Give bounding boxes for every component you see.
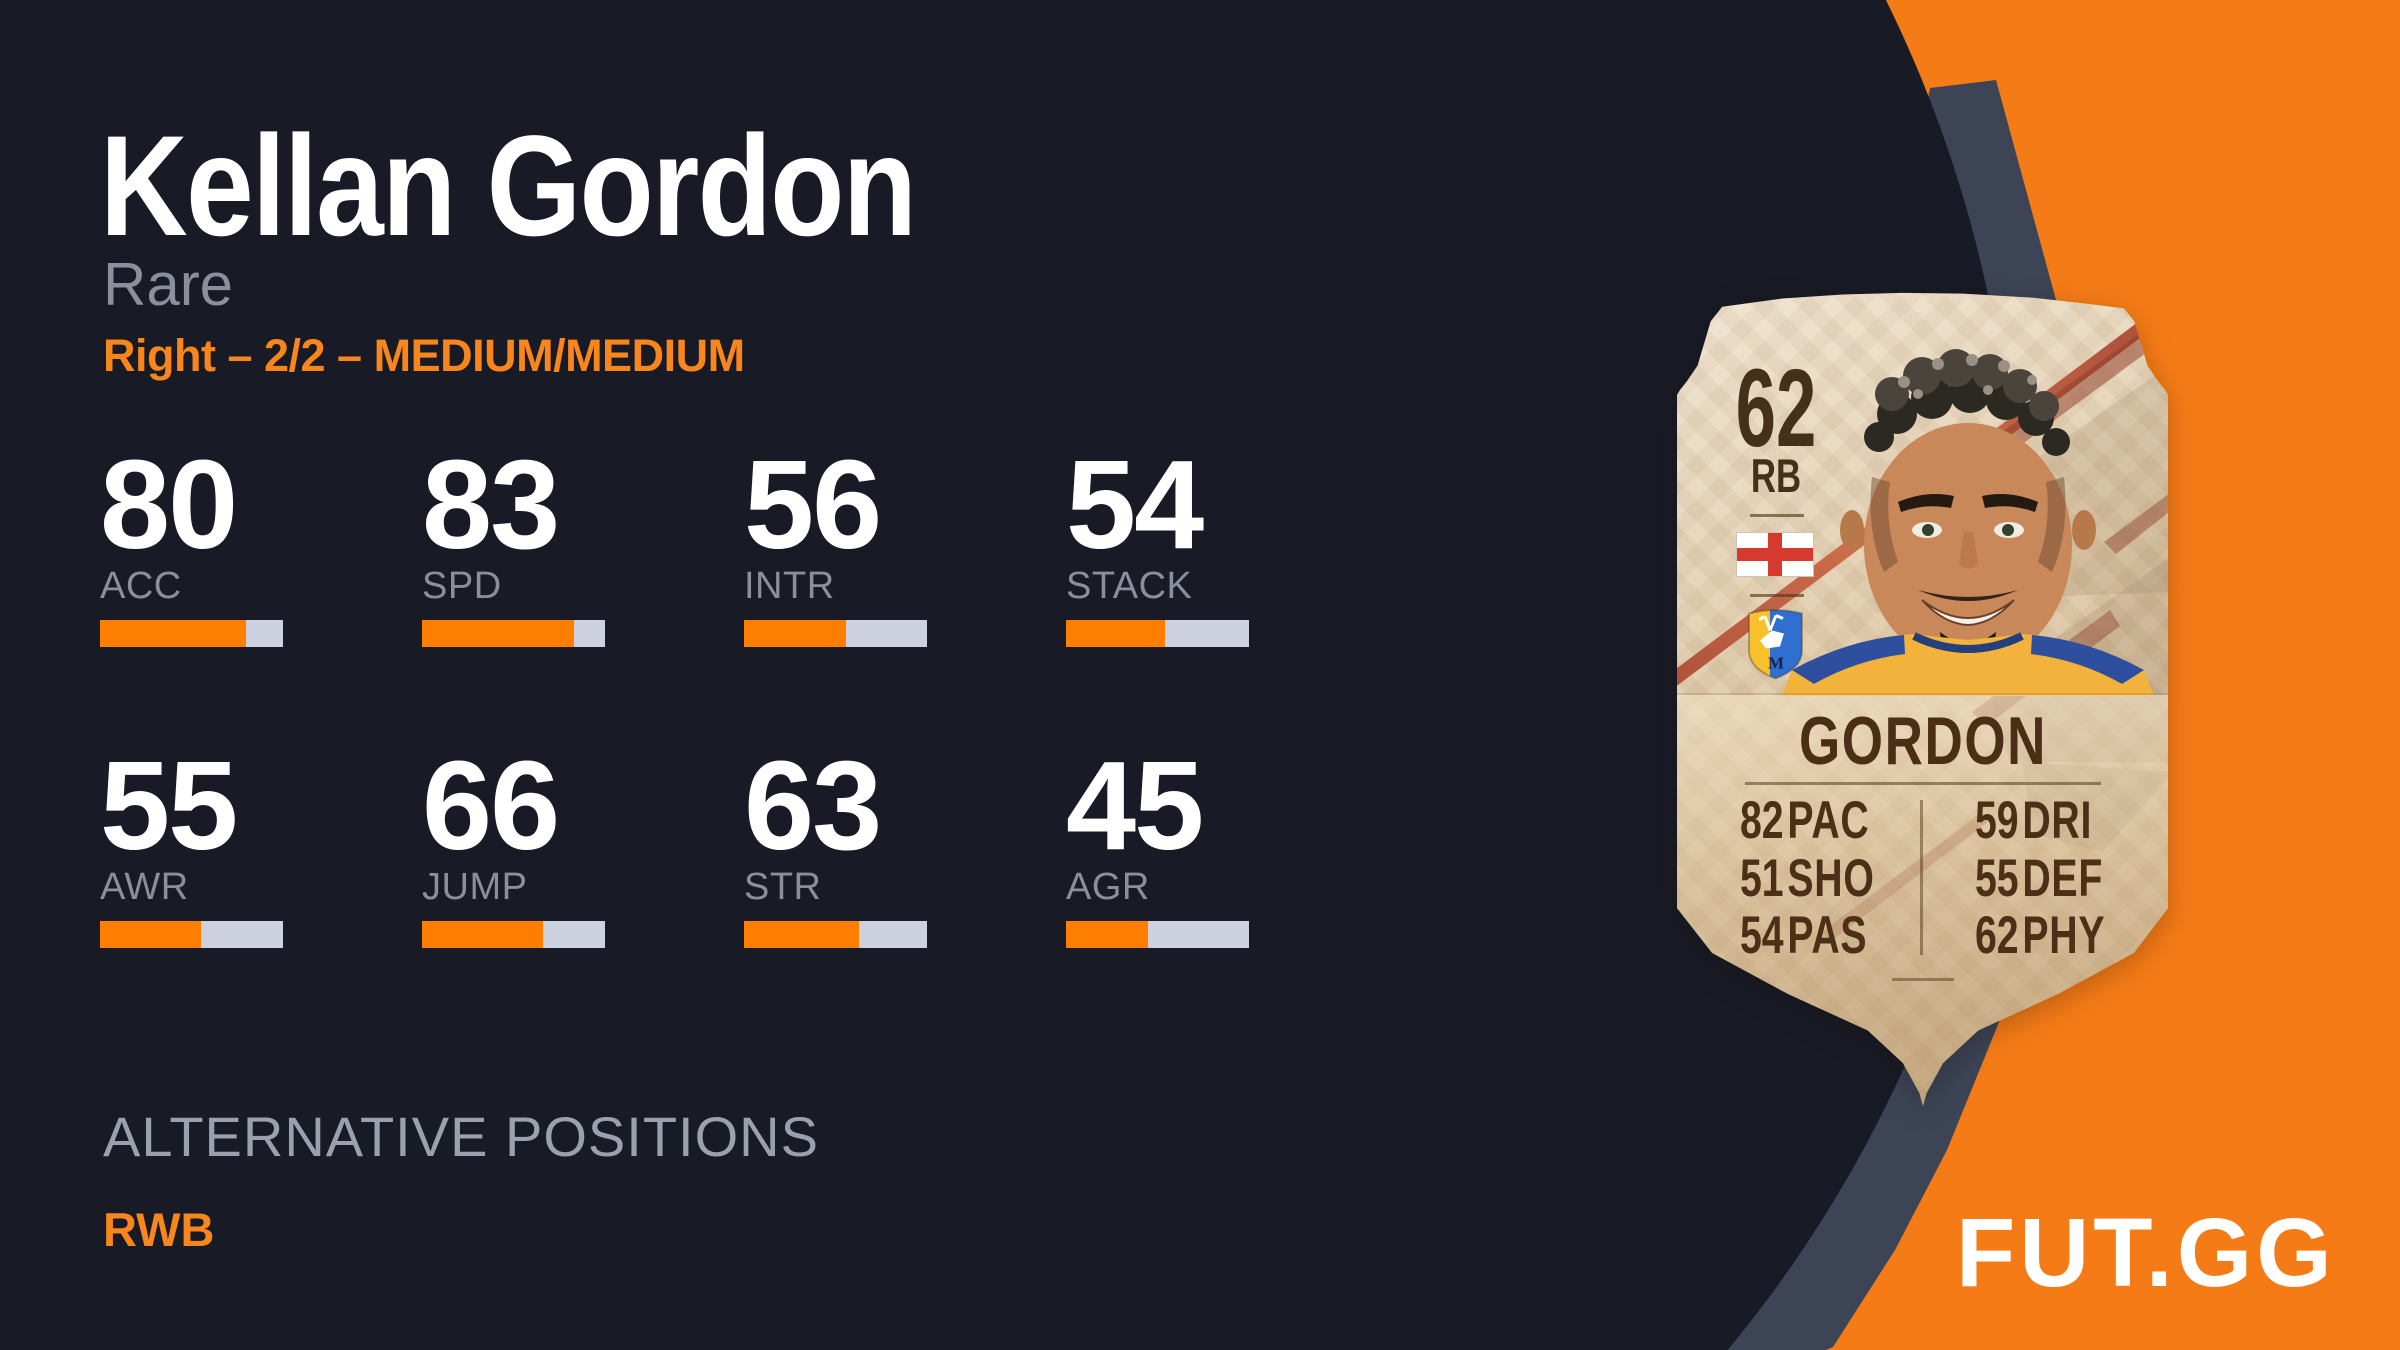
attribute-acc: 80 ACC	[100, 434, 422, 647]
card-stat-label: SHO	[1787, 848, 1875, 908]
card-divider	[1750, 594, 1804, 597]
attribute-bar-fill	[744, 620, 847, 647]
attribute-bar	[744, 620, 927, 647]
card-stats-right: 59DRI 55DEF 62PHY	[1975, 792, 2151, 965]
card-rating: 62	[1735, 347, 1817, 470]
attribute-value: 55	[100, 735, 238, 876]
dark-panel	[0, 0, 2015, 1350]
flag-cross-vertical	[1768, 533, 1782, 576]
attribute-value: 54	[1066, 434, 1204, 575]
card-stat: 54PAS	[1740, 907, 1875, 965]
attribute-value: 63	[744, 735, 882, 876]
futgg-logo: FUT.GG	[1956, 1198, 2336, 1307]
card-stat-value: 59	[1975, 791, 2019, 850]
card-stats-divider	[1920, 800, 1923, 955]
attribute-value: 66	[422, 735, 560, 876]
alternative-position-rwb: RWB	[103, 1203, 215, 1256]
attribute-bar	[422, 620, 605, 647]
page-title: Kellan Gordon	[100, 107, 917, 266]
attribute-jump: 66 JUMP	[422, 735, 744, 948]
attribute-label: SPD	[422, 565, 502, 607]
alternative-positions-heading: ALTERNATIVE POSITIONS	[103, 1105, 819, 1168]
attribute-bar	[422, 921, 605, 948]
attribute-intr: 56 INTR	[744, 434, 1066, 647]
card-position: RB	[1750, 449, 1802, 502]
card-stat: 51SHO	[1740, 848, 1875, 908]
card-stat: 59DRI	[1975, 792, 2105, 850]
card-stat-label: DRI	[2022, 791, 2093, 850]
attribute-bar-fill	[422, 620, 574, 647]
attribute-bar-fill	[422, 921, 543, 948]
svg-text:M: M	[1768, 654, 1784, 673]
player-photo	[1782, 349, 2154, 696]
card-stat: 62PHY	[1975, 907, 2105, 965]
attribute-stack: 54 STACK	[1066, 434, 1388, 647]
attributes-row-2: 55 AWR 66 JUMP 63 STR 45 AGR	[100, 735, 1388, 948]
attribute-label: JUMP	[422, 866, 528, 908]
attribute-value: 83	[422, 434, 560, 575]
attribute-value: 56	[744, 434, 882, 575]
card-stat-label: PAC	[1787, 791, 1870, 850]
card-stat-value: 55	[1975, 848, 2019, 908]
card-stat-label: DEF	[2022, 848, 2104, 908]
player-meta: Right – 2/2 – MEDIUM/MEDIUM	[103, 330, 745, 381]
card-stat-value: 62	[1975, 906, 2019, 965]
attribute-label: STACK	[1066, 565, 1193, 607]
card-divider	[1745, 782, 2101, 785]
attribute-agr: 45 AGR	[1066, 735, 1388, 948]
attribute-bar-fill	[100, 921, 201, 948]
attribute-label: STR	[744, 866, 822, 908]
card-stat-value: 82	[1740, 791, 1784, 850]
card-stat-value: 51	[1740, 848, 1784, 908]
card-stat: 82PAC	[1740, 792, 1875, 850]
card-divider	[1750, 514, 1804, 517]
rarity-label: Rare	[103, 251, 234, 318]
attribute-spd: 83 SPD	[422, 434, 744, 647]
attribute-awr: 55 AWR	[100, 735, 422, 948]
attribute-label: INTR	[744, 565, 835, 607]
attribute-label: AWR	[100, 866, 189, 908]
card-stats-left: 82PAC 51SHO 54PAS	[1740, 792, 1922, 965]
fut-card: 62 RB M GORDON	[1672, 292, 2174, 1108]
attribute-label: ACC	[100, 565, 182, 607]
attribute-bar-fill	[100, 620, 247, 647]
attribute-bar	[100, 620, 283, 647]
attribute-bar	[1066, 620, 1249, 647]
card-stat-label: PAS	[1787, 906, 1868, 965]
attribute-bar-fill	[1066, 921, 1149, 948]
attribute-bar	[100, 921, 283, 948]
attribute-bar	[744, 921, 927, 948]
attribute-label: AGR	[1066, 866, 1150, 908]
attribute-str: 63 STR	[744, 735, 1066, 948]
mansfield-crest-icon: M	[1748, 609, 1803, 680]
attribute-bar-fill	[744, 921, 860, 948]
attribute-bar-fill	[1066, 620, 1165, 647]
attribute-value: 45	[1066, 735, 1204, 876]
card-stat: 55DEF	[1975, 848, 2105, 908]
card-divider	[1892, 978, 1954, 981]
card-surname: GORDON	[1798, 703, 2048, 779]
fut-card-face: 62 RB M GORDON	[1677, 292, 2168, 1107]
england-flag-icon	[1736, 532, 1814, 577]
attributes-row-1: 80 ACC 83 SPD 56 INTR 54 STACK	[100, 434, 1388, 647]
attribute-bar	[1066, 921, 1249, 948]
attribute-value: 80	[100, 434, 238, 575]
card-stat-label: PHY	[2022, 906, 2106, 965]
card-stat-value: 54	[1740, 906, 1784, 965]
